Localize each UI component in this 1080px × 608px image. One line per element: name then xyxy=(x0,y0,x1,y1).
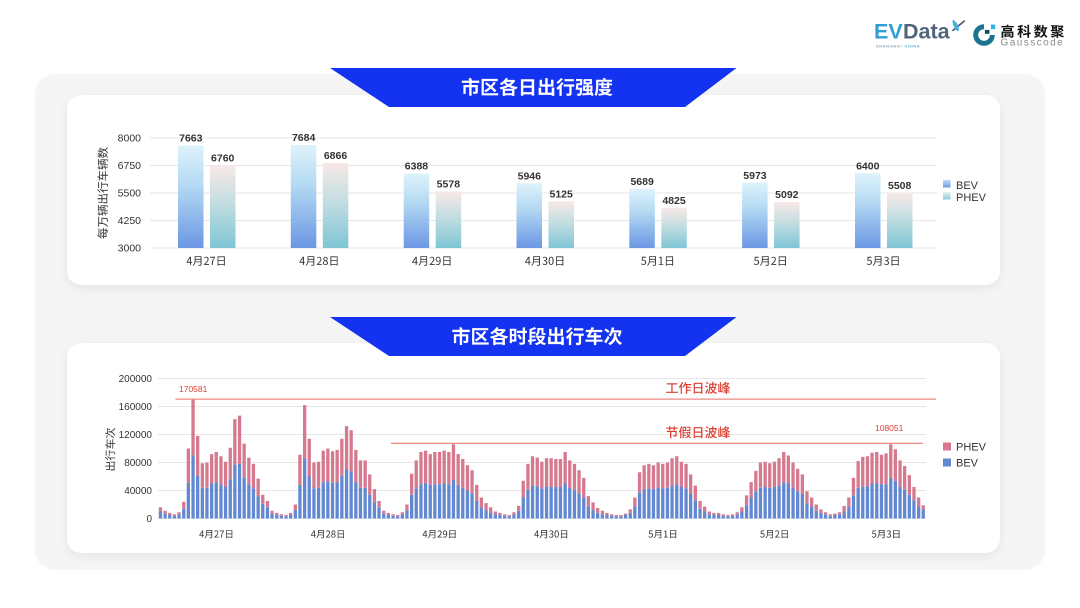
svg-text:4825: 4825 xyxy=(662,195,686,207)
svg-text:5508: 5508 xyxy=(888,180,912,192)
svg-text:108051: 108051 xyxy=(875,423,904,433)
svg-text:5973: 5973 xyxy=(743,170,767,182)
svg-text:5092: 5092 xyxy=(775,189,799,201)
svg-text:0: 0 xyxy=(146,514,152,525)
svg-text:6388: 6388 xyxy=(405,161,429,173)
svg-text:160000: 160000 xyxy=(119,402,153,413)
svg-text:40000: 40000 xyxy=(124,486,152,497)
svg-text:SHANGHAI: SHANGHAI xyxy=(876,44,902,49)
svg-text:5689: 5689 xyxy=(630,176,654,188)
svg-text:4250: 4250 xyxy=(118,215,142,227)
svg-text:5578: 5578 xyxy=(437,178,461,190)
svg-text:PHEV: PHEV xyxy=(956,442,987,454)
svg-text:120000: 120000 xyxy=(119,430,153,441)
svg-text:80000: 80000 xyxy=(124,458,152,469)
svg-text:6760: 6760 xyxy=(211,152,235,164)
svg-text:BEV: BEV xyxy=(956,458,979,470)
svg-text:EV: EV xyxy=(874,20,903,44)
svg-text:CHINA: CHINA xyxy=(905,44,921,49)
svg-text:8000: 8000 xyxy=(118,133,142,145)
svg-text:Data: Data xyxy=(903,20,951,44)
svg-text:6866: 6866 xyxy=(324,150,348,162)
svg-text:170581: 170581 xyxy=(179,384,208,394)
svg-text:7684: 7684 xyxy=(292,132,316,144)
svg-text:200000: 200000 xyxy=(119,374,153,385)
svg-text:BEV: BEV xyxy=(956,180,979,192)
svg-text:Gausscode: Gausscode xyxy=(1001,37,1065,48)
svg-text:6750: 6750 xyxy=(118,160,142,172)
svg-text:7663: 7663 xyxy=(179,133,203,145)
svg-text:3000: 3000 xyxy=(118,243,142,255)
svg-text:PHEV: PHEV xyxy=(956,192,987,204)
svg-text:5946: 5946 xyxy=(518,170,542,182)
svg-text:5125: 5125 xyxy=(550,188,574,200)
svg-text:5500: 5500 xyxy=(118,188,142,200)
svg-text:6400: 6400 xyxy=(856,160,880,172)
